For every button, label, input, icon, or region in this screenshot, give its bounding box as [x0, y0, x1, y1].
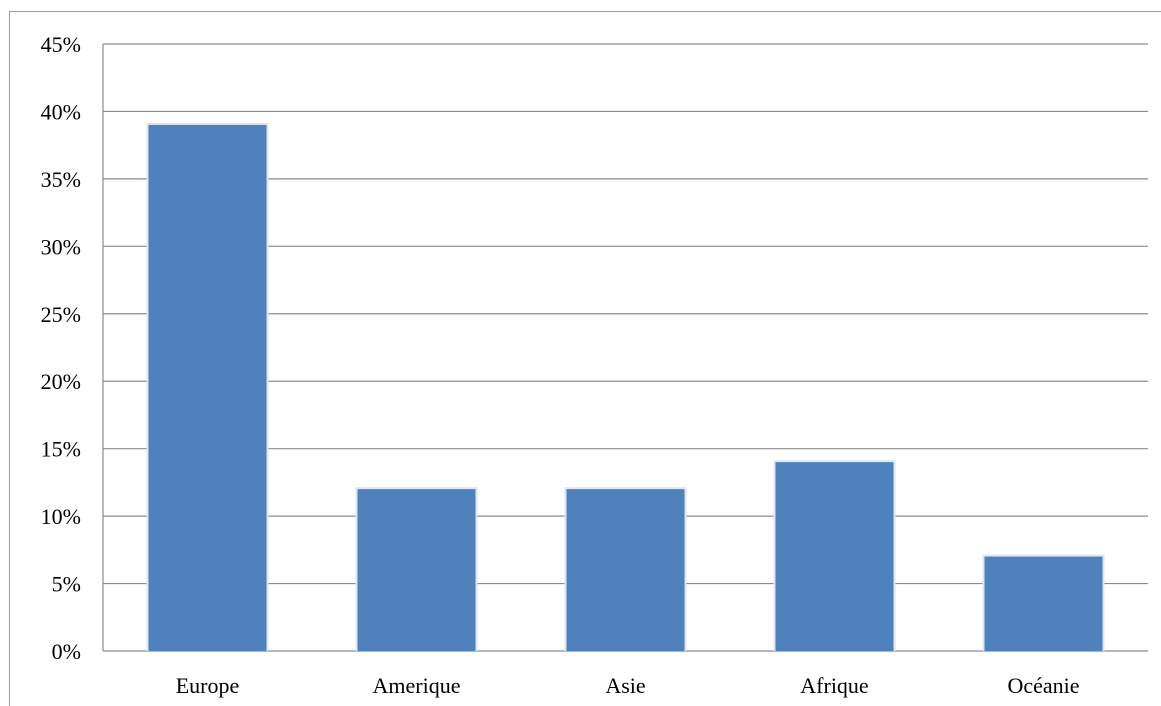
y-tick-label: 40% — [41, 99, 81, 124]
y-tick-label: 35% — [41, 167, 81, 192]
bar-amerique — [357, 489, 476, 651]
x-axis-tick-labels: Europe Amerique Asie Afrique Océanie — [176, 673, 1080, 698]
bars — [146, 122, 1105, 651]
y-tick-label: 20% — [41, 369, 81, 394]
chart-frame — [9, 11, 1161, 706]
x-tick-label: Amerique — [373, 673, 461, 698]
y-tick-label: 0% — [52, 639, 81, 664]
y-tick-label: 45% — [41, 32, 81, 57]
bar-oceanie — [984, 556, 1103, 651]
x-tick-label: Afrique — [800, 673, 868, 698]
x-tick-label: Europe — [176, 673, 240, 698]
y-tick-label: 5% — [52, 572, 81, 597]
x-tick-label: Océanie — [1007, 673, 1079, 698]
y-tick-label: 15% — [41, 437, 81, 462]
bar-asie — [566, 489, 685, 651]
bar-europe — [148, 124, 267, 651]
y-tick-label: 10% — [41, 504, 81, 529]
y-tick-label: 30% — [41, 234, 81, 259]
bar-afrique — [775, 462, 894, 651]
y-tick-label: 25% — [41, 302, 81, 327]
y-axis-tick-labels: 0% 5% 10% 15% 20% 25% 30% 35% 40% 45% — [41, 32, 81, 664]
x-tick-label: Asie — [605, 673, 645, 698]
